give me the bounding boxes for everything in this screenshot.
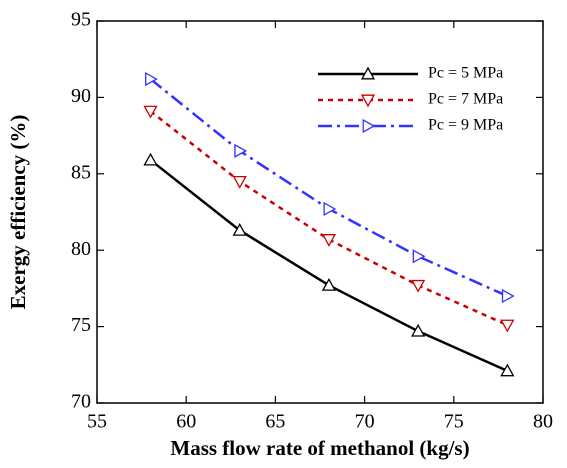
marker <box>143 152 158 166</box>
marker <box>501 288 515 304</box>
marker <box>321 278 337 291</box>
marker <box>234 143 248 158</box>
series-line <box>149 110 508 327</box>
y-tick-label: 80 <box>71 238 91 260</box>
x-tick-label: 60 <box>176 411 196 433</box>
x-tick-label: 75 <box>444 411 464 433</box>
marker <box>412 249 426 264</box>
legend-marker <box>360 66 376 80</box>
y-tick-label: 70 <box>71 391 91 413</box>
y-tick-label: 95 <box>71 9 91 31</box>
marker <box>323 201 337 217</box>
legend-label: Pc = 9 MPa <box>428 117 503 134</box>
marker <box>321 234 337 247</box>
series-line <box>149 78 508 298</box>
series-line <box>149 159 508 373</box>
y-tick-label: 75 <box>71 314 91 336</box>
marker <box>500 363 515 377</box>
legend-label: Pc = 7 MPa <box>428 91 503 108</box>
marker <box>145 71 158 87</box>
x-tick-label: 55 <box>87 411 107 433</box>
y-tick-label: 85 <box>71 161 91 183</box>
marker <box>411 323 426 337</box>
y-axis-label: Exergy efficiency (%) <box>6 115 30 310</box>
legend-marker <box>360 94 376 108</box>
marker <box>232 175 247 189</box>
legend-label: Pc = 5 MPa <box>428 65 503 82</box>
marker <box>500 319 515 333</box>
marker <box>411 279 426 293</box>
legend-marker <box>362 118 376 134</box>
marker <box>232 222 247 236</box>
plot-frame <box>96 20 544 404</box>
y-tick-label: 90 <box>71 85 91 107</box>
x-tick-label: 70 <box>355 411 375 433</box>
x-tick-label: 80 <box>533 411 553 433</box>
x-tick-label: 65 <box>265 411 285 433</box>
marker <box>143 105 158 119</box>
x-axis-label: Mass flow rate of methanol (kg/s) <box>170 436 469 460</box>
